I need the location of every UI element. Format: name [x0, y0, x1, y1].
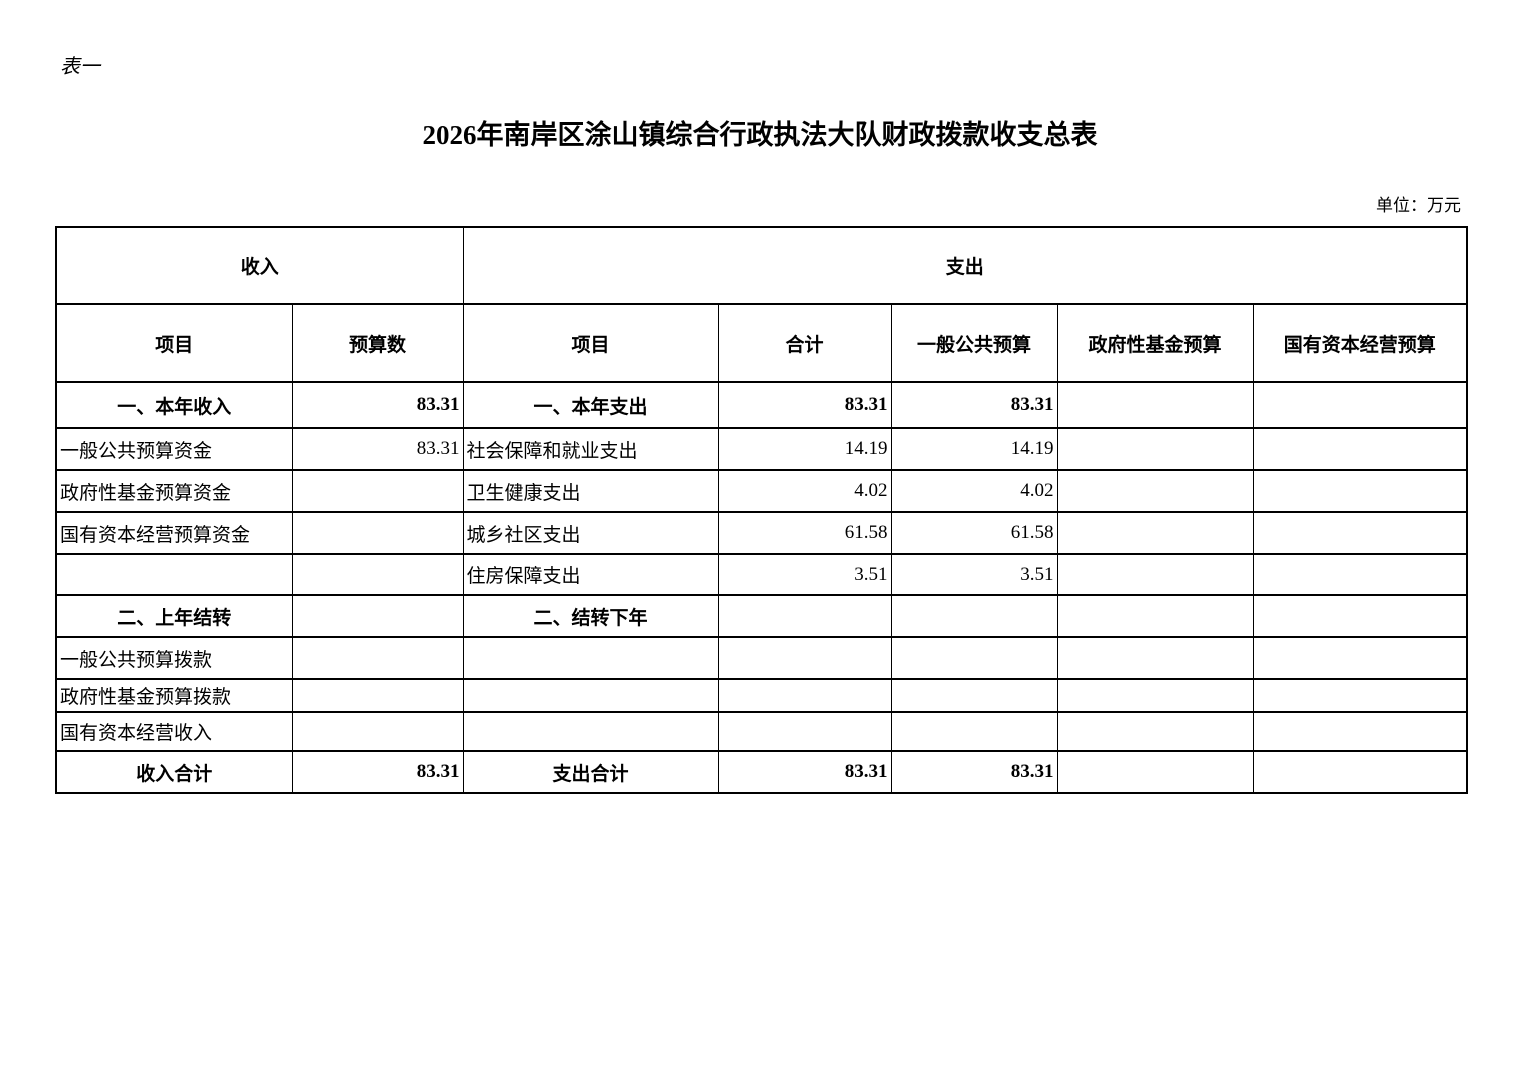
exp-general-cell: 4.02	[890, 469, 1058, 513]
exp-fund-cell	[1056, 469, 1254, 513]
total-row: 收入合计 83.31 支出合计 83.31 83.31	[55, 750, 1468, 794]
table-row: 国有资本经营预算资金 城乡社区支出 61.58 61.58	[55, 511, 1468, 555]
exp-item-cell: 一、本年支出	[462, 381, 719, 429]
exp-total-cell	[717, 594, 892, 638]
exp-general-cell	[890, 711, 1058, 752]
income-item-cell: 国有资本经营收入	[55, 711, 293, 752]
section-header-row: 收入 支出	[55, 226, 1468, 305]
exp-capital-cell	[1252, 553, 1468, 596]
exp-general-cell	[890, 678, 1058, 713]
exp-total-value-cell: 83.31	[717, 750, 892, 794]
income-budget-cell	[291, 469, 464, 513]
income-total-value-cell: 83.31	[291, 750, 464, 794]
table-row: 二、上年结转 二、结转下年	[55, 594, 1468, 638]
table-row: 国有资本经营收入	[55, 711, 1468, 752]
exp-item-cell: 二、结转下年	[462, 594, 719, 638]
exp-total-header: 合计	[717, 303, 892, 383]
exp-capital-cell	[1252, 381, 1468, 429]
exp-capital-cell	[1252, 511, 1468, 555]
exp-fund-cell	[1056, 381, 1254, 429]
income-budget-cell	[291, 636, 464, 680]
income-budget-cell	[291, 511, 464, 555]
income-budget-cell	[291, 711, 464, 752]
income-item-cell: 二、上年结转	[55, 594, 293, 638]
exp-total-cell: 4.02	[717, 469, 892, 513]
exp-general-cell: 83.31	[890, 381, 1058, 429]
income-budget-header: 预算数	[291, 303, 464, 383]
exp-fund-cell	[1056, 553, 1254, 596]
exp-total-cell	[717, 711, 892, 752]
exp-general-total-cell: 83.31	[890, 750, 1058, 794]
exp-fund-total-cell	[1056, 750, 1254, 794]
exp-capital-cell	[1252, 594, 1468, 638]
exp-total-cell: 83.31	[717, 381, 892, 429]
exp-general-cell: 3.51	[890, 553, 1058, 596]
exp-fund-cell	[1056, 594, 1254, 638]
income-item-cell: 政府性基金预算拨款	[55, 678, 293, 713]
exp-item-cell	[462, 711, 719, 752]
exp-general-cell: 61.58	[890, 511, 1058, 555]
income-budget-cell	[291, 678, 464, 713]
exp-fund-cell	[1056, 678, 1254, 713]
exp-item-cell	[462, 636, 719, 680]
exp-total-cell: 61.58	[717, 511, 892, 555]
exp-item-cell: 住房保障支出	[462, 553, 719, 596]
exp-fund-header: 政府性基金预算	[1056, 303, 1254, 383]
page-title: 2026年南岸区涂山镇综合行政执法大队财政拨款收支总表	[422, 120, 1098, 150]
table-row: 政府性基金预算资金 卫生健康支出 4.02 4.02	[55, 469, 1468, 513]
exp-item-cell: 社会保障和就业支出	[462, 427, 719, 471]
income-item-cell: 一般公共预算资金	[55, 427, 293, 471]
exp-total-cell	[717, 636, 892, 680]
income-budget-cell: 83.31	[291, 427, 464, 471]
income-item-cell: 政府性基金预算资金	[55, 469, 293, 513]
exp-capital-total-cell	[1252, 750, 1468, 794]
income-budget-cell	[291, 553, 464, 596]
exp-capital-cell	[1252, 711, 1468, 752]
exp-total-cell: 3.51	[717, 553, 892, 596]
income-budget-cell	[291, 594, 464, 638]
unit-note: 单位：万元	[1376, 196, 1461, 215]
income-item-cell	[55, 553, 293, 596]
exp-general-cell	[890, 636, 1058, 680]
exp-fund-cell	[1056, 511, 1254, 555]
exp-general-cell: 14.19	[890, 427, 1058, 471]
income-budget-cell: 83.31	[291, 381, 464, 429]
column-header-row: 项目 预算数 项目 合计 一般公共预算 政府性基金预算 国有资本经营预算	[55, 303, 1468, 383]
exp-general-header: 一般公共预算	[890, 303, 1058, 383]
exp-fund-cell	[1056, 636, 1254, 680]
exp-total-label-cell: 支出合计	[462, 750, 719, 794]
exp-fund-cell	[1056, 711, 1254, 752]
exp-item-cell: 卫生健康支出	[462, 469, 719, 513]
exp-total-cell	[717, 678, 892, 713]
table-row: 一般公共预算资金 83.31 社会保障和就业支出 14.19 14.19	[55, 427, 1468, 471]
budget-table: 收入 支出 项目 预算数 项目 合计 一般公共预算 政府性基金预算 国有资本经营…	[55, 226, 1469, 794]
sheet-label: 表一	[60, 56, 100, 78]
income-item-header: 项目	[55, 303, 293, 383]
exp-item-header: 项目	[462, 303, 719, 383]
income-item-cell: 国有资本经营预算资金	[55, 511, 293, 555]
exp-capital-header: 国有资本经营预算	[1252, 303, 1468, 383]
income-item-cell: 一般公共预算拨款	[55, 636, 293, 680]
exp-general-cell	[890, 594, 1058, 638]
table-row: 一、本年收入 83.31 一、本年支出 83.31 83.31	[55, 381, 1468, 429]
exp-capital-cell	[1252, 678, 1468, 713]
exp-capital-cell	[1252, 469, 1468, 513]
exp-item-cell: 城乡社区支出	[462, 511, 719, 555]
exp-capital-cell	[1252, 636, 1468, 680]
exp-item-cell	[462, 678, 719, 713]
exp-fund-cell	[1056, 427, 1254, 471]
income-section-header: 收入	[55, 226, 464, 305]
table-row: 政府性基金预算拨款	[55, 678, 1468, 713]
exp-total-cell: 14.19	[717, 427, 892, 471]
income-item-cell: 一、本年收入	[55, 381, 293, 429]
table-row: 一般公共预算拨款	[55, 636, 1468, 680]
expenditure-section-header: 支出	[462, 226, 1468, 305]
exp-capital-cell	[1252, 427, 1468, 471]
table-row: 住房保障支出 3.51 3.51	[55, 553, 1468, 596]
income-total-label-cell: 收入合计	[55, 750, 293, 794]
